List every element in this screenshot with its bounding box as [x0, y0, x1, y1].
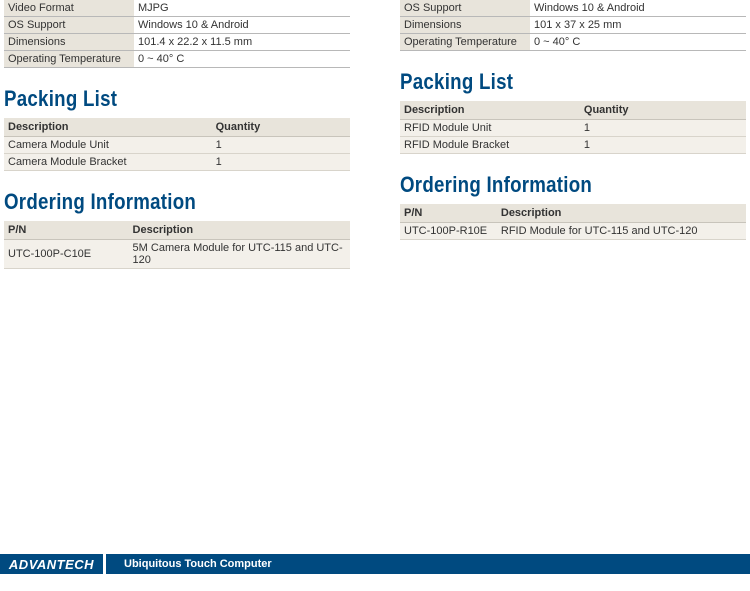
cell: RFID Module for UTC-115 and UTC-120 — [497, 223, 746, 240]
spec-value: 101.4 x 22.2 x 11.5 mm — [134, 34, 350, 51]
spec-value: 0 ~ 40° C — [530, 34, 746, 51]
footer-text: Ubiquitous Touch Computer — [106, 558, 272, 570]
cell: RFID Module Unit — [400, 120, 580, 137]
table-row: Camera Module Bracket1 — [4, 154, 350, 171]
col-header: P/N — [400, 204, 497, 223]
spec-value: Windows 10 & Android — [530, 0, 746, 17]
table-row: Dimensions101 x 37 x 25 mm — [400, 17, 746, 34]
packing-list-heading: Packing List — [4, 86, 298, 112]
col-header: Description — [129, 221, 350, 240]
table-row: OS SupportWindows 10 & Android — [4, 17, 350, 34]
col-header: Quantity — [212, 118, 350, 137]
col-header: Description — [497, 204, 746, 223]
table-row: Operating Temperature0 ~ 40° C — [4, 51, 350, 68]
cell: 1 — [212, 137, 350, 154]
table-header-row: P/N Description — [4, 221, 350, 240]
right-ordering-table: P/N Description UTC-100P-R10ERFID Module… — [400, 204, 746, 240]
cell: UTC-100P-C10E — [4, 240, 129, 269]
table-header-row: P/N Description — [400, 204, 746, 223]
right-column: OS SupportWindows 10 & Android Dimension… — [400, 0, 746, 269]
cell: Camera Module Bracket — [4, 154, 212, 171]
spec-value: 101 x 37 x 25 mm — [530, 17, 746, 34]
cell: 1 — [580, 120, 746, 137]
table-row: Dimensions101.4 x 22.2 x 11.5 mm — [4, 34, 350, 51]
cell: 1 — [212, 154, 350, 171]
left-ordering-table: P/N Description UTC-100P-C10E5M Camera M… — [4, 221, 350, 269]
table-row: OS SupportWindows 10 & Android — [400, 0, 746, 17]
cell: Camera Module Unit — [4, 137, 212, 154]
table-header-row: Description Quantity — [400, 101, 746, 120]
cell: UTC-100P-R10E — [400, 223, 497, 240]
right-packing-table: Description Quantity RFID Module Unit1 R… — [400, 101, 746, 154]
spec-value: 0 ~ 40° C — [134, 51, 350, 68]
table-row: Camera Module Unit1 — [4, 137, 350, 154]
col-header: Description — [400, 101, 580, 120]
col-header: Quantity — [580, 101, 746, 120]
left-spec-table: Video FormatMJPG OS SupportWindows 10 & … — [4, 0, 350, 68]
left-packing-table: Description Quantity Camera Module Unit1… — [4, 118, 350, 171]
spec-label: OS Support — [400, 0, 530, 17]
table-header-row: Description Quantity — [4, 118, 350, 137]
ordering-info-heading: Ordering Information — [400, 172, 694, 198]
cell: 5M Camera Module for UTC-115 and UTC-120 — [129, 240, 350, 269]
table-row: RFID Module Unit1 — [400, 120, 746, 137]
spec-label: Dimensions — [400, 17, 530, 34]
col-header: P/N — [4, 221, 129, 240]
spec-label: Operating Temperature — [4, 51, 134, 68]
table-row: UTC-100P-C10E5M Camera Module for UTC-11… — [4, 240, 350, 269]
table-row: Video FormatMJPG — [4, 0, 350, 17]
col-header: Description — [4, 118, 212, 137]
ordering-info-heading: Ordering Information — [4, 189, 298, 215]
spec-value: Windows 10 & Android — [134, 17, 350, 34]
left-column: Video FormatMJPG OS SupportWindows 10 & … — [4, 0, 350, 269]
cell: 1 — [580, 137, 746, 154]
page-content: Video FormatMJPG OS SupportWindows 10 & … — [0, 0, 750, 269]
spec-label: OS Support — [4, 17, 134, 34]
spec-label: Dimensions — [4, 34, 134, 51]
spec-label: Video Format — [4, 0, 134, 17]
table-row: Operating Temperature0 ~ 40° C — [400, 34, 746, 51]
packing-list-heading: Packing List — [400, 69, 694, 95]
page-footer: ADVANTECH Ubiquitous Touch Computer — [0, 554, 750, 574]
table-row: RFID Module Bracket1 — [400, 137, 746, 154]
table-row: UTC-100P-R10ERFID Module for UTC-115 and… — [400, 223, 746, 240]
spec-label: Operating Temperature — [400, 34, 530, 51]
advantech-logo: ADVANTECH — [6, 554, 106, 574]
spec-value: MJPG — [134, 0, 350, 17]
cell: RFID Module Bracket — [400, 137, 580, 154]
right-spec-table: OS SupportWindows 10 & Android Dimension… — [400, 0, 746, 51]
